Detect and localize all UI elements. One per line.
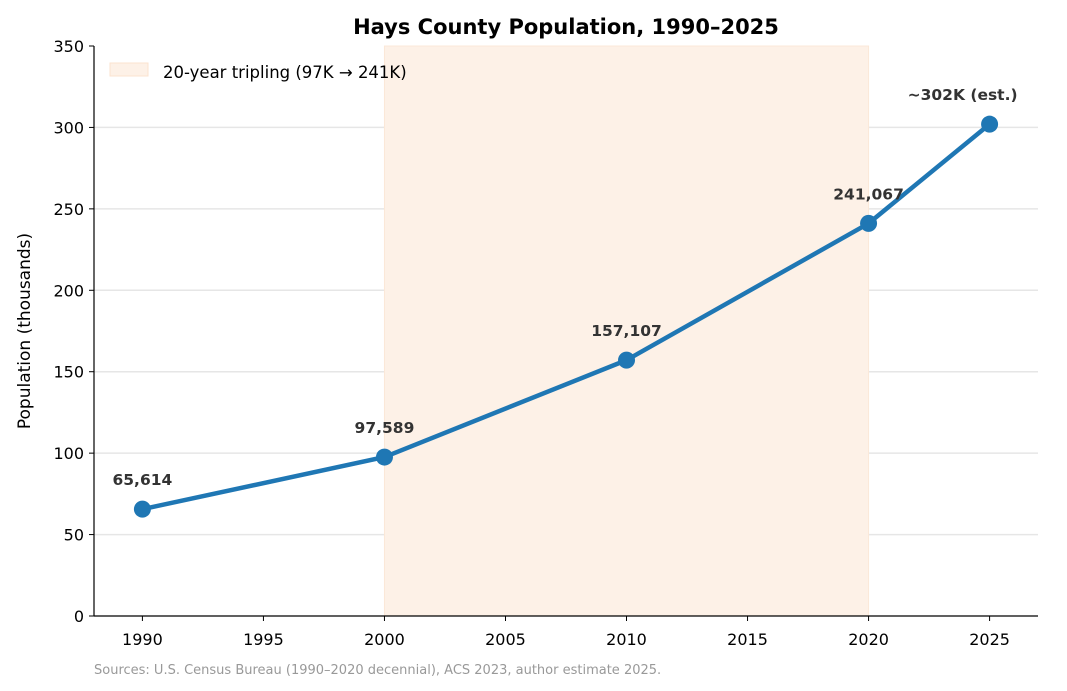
y-tick-label: 350 — [53, 37, 84, 56]
data-point — [860, 214, 878, 232]
y-tick-label: 100 — [53, 444, 84, 463]
x-tick-label: 2025 — [969, 630, 1010, 649]
legend-swatch — [109, 62, 149, 77]
data-label: 241,067 — [833, 185, 904, 203]
data-point — [375, 448, 393, 466]
data-label: 65,614 — [112, 471, 172, 489]
shaded-span — [383, 45, 870, 617]
data-label: ~302K (est.) — [908, 86, 1018, 104]
y-tick-label: 50 — [64, 526, 84, 545]
x-tick-label: 1995 — [243, 630, 284, 649]
data-point — [618, 351, 636, 369]
chart-title: Hays County Population, 1990–2025 — [353, 15, 779, 39]
data-point — [981, 115, 999, 133]
y-tick-label: 0 — [74, 607, 84, 626]
y-tick-label: 250 — [53, 200, 84, 219]
legend-label: 20-year tripling (97K → 241K) — [163, 63, 407, 82]
x-tick-label: 2005 — [485, 630, 526, 649]
x-tick-label: 2020 — [848, 630, 889, 649]
x-tick-label: 1990 — [122, 630, 163, 649]
data-point — [133, 500, 151, 518]
y-axis-label: Population (thousands) — [15, 233, 35, 429]
y-tick-label: 200 — [53, 281, 84, 300]
x-tick-label: 2010 — [606, 630, 647, 649]
source-note: Sources: U.S. Census Bureau (1990–2020 d… — [94, 663, 661, 678]
y-tick-label: 300 — [53, 118, 84, 137]
x-tick-label: 2015 — [727, 630, 768, 649]
x-tick-label: 2000 — [364, 630, 405, 649]
data-label: 157,107 — [591, 322, 662, 340]
data-label: 97,589 — [355, 419, 415, 437]
y-tick-label: 150 — [53, 363, 84, 382]
